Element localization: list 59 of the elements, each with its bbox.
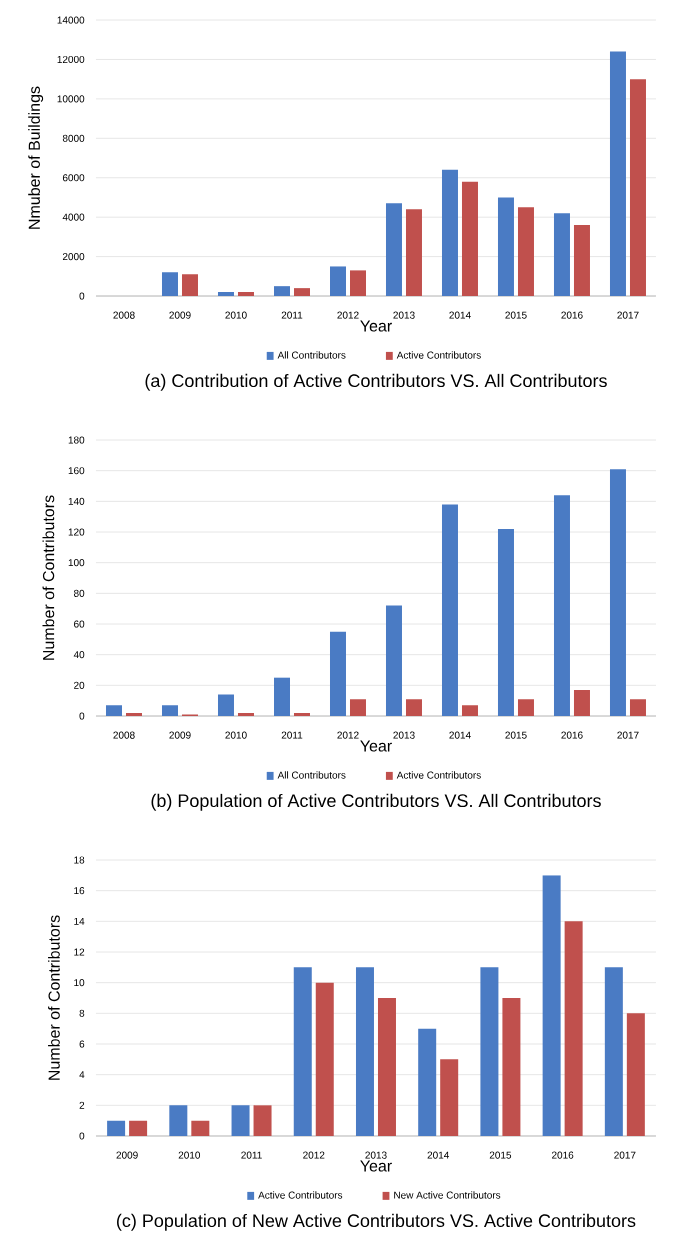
- bar: [349, 270, 366, 297]
- bar: [169, 1105, 188, 1136]
- bar: [355, 967, 374, 1136]
- bar: [231, 1105, 250, 1136]
- bar: [497, 197, 514, 297]
- bar: [441, 504, 458, 716]
- bar: [564, 921, 583, 1136]
- bar: [329, 631, 346, 716]
- bar: [553, 495, 570, 716]
- bar: [181, 274, 198, 297]
- text: (b) Population of Active Contributors VS. All Contributors: [151, 793, 601, 811]
- bar: [440, 1059, 459, 1136]
- bar: [626, 1013, 645, 1136]
- bar: [553, 213, 570, 297]
- text: (c) Population of New Active Contributors VS. Active Contributors: [117, 1213, 636, 1231]
- bar: [161, 272, 178, 297]
- bar: [542, 875, 561, 1136]
- bar: [502, 998, 521, 1136]
- bar: [573, 225, 590, 297]
- x-axis-title: Year: [360, 740, 392, 752]
- bar: [517, 699, 534, 716]
- bar: [517, 207, 534, 297]
- bar: [293, 967, 312, 1136]
- bar: [107, 1120, 126, 1136]
- bar: [461, 705, 478, 716]
- bar: [217, 694, 234, 716]
- bar: [191, 1120, 210, 1136]
- y-axis-title: Number of Contributors: [42, 495, 55, 660]
- bar: [105, 705, 122, 716]
- text: (a) Contribution of Active Contributors VS. All Contributors: [145, 373, 607, 391]
- bar: [253, 1105, 272, 1136]
- bar: [385, 605, 402, 716]
- bar: [377, 998, 396, 1136]
- y-axis-title: Number of Contributors: [48, 915, 60, 1080]
- bar: [629, 79, 646, 297]
- bar: [329, 266, 346, 297]
- x-axis-title: Year: [360, 320, 392, 332]
- bar: [162, 705, 178, 716]
- bar: [293, 288, 310, 297]
- bar: [418, 1028, 437, 1136]
- y-axis-title: Nmuber of Buildings: [28, 86, 44, 229]
- bar: [349, 699, 366, 716]
- bar: [609, 51, 626, 297]
- bar: [315, 982, 334, 1136]
- bar: [461, 181, 478, 297]
- bar: [273, 677, 290, 716]
- bar: [604, 967, 623, 1136]
- bar: [441, 169, 458, 297]
- bar: [405, 699, 422, 716]
- bar: [609, 469, 626, 716]
- bar: [573, 689, 590, 716]
- bar: [385, 203, 402, 297]
- bar: [273, 286, 290, 297]
- bar: [480, 967, 499, 1136]
- bar: [129, 1120, 148, 1136]
- bar: [497, 528, 514, 716]
- x-axis-title: Year: [360, 1160, 392, 1172]
- bar: [405, 209, 422, 297]
- bar: [629, 699, 646, 716]
